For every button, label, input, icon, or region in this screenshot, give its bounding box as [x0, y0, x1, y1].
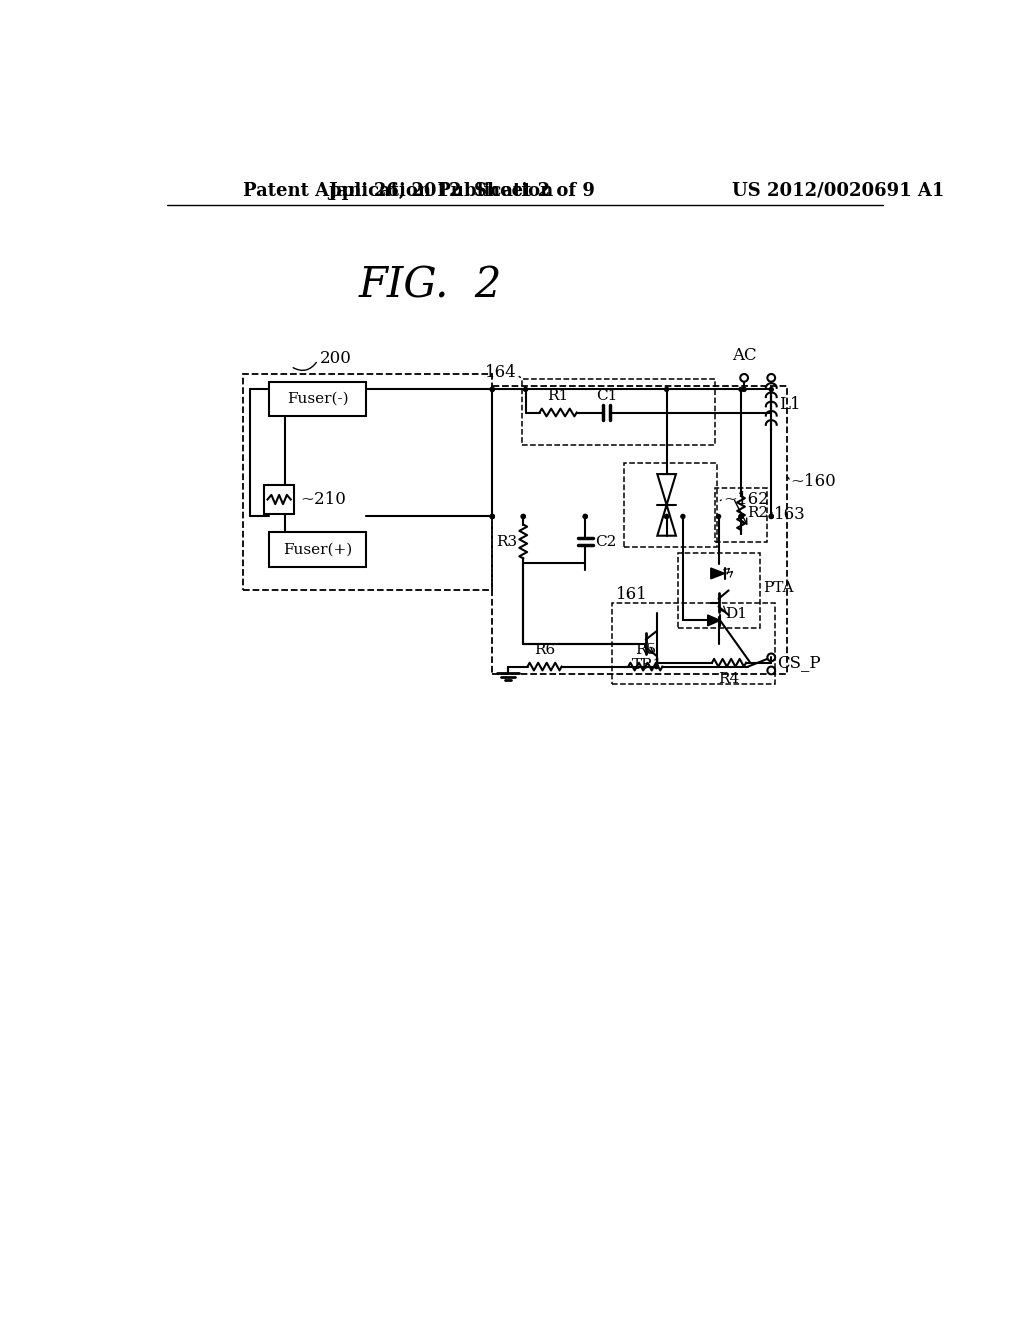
Text: TR1: TR1 — [632, 659, 663, 672]
Text: Fuser(-): Fuser(-) — [287, 392, 348, 407]
Circle shape — [680, 513, 686, 519]
Circle shape — [738, 513, 743, 519]
Bar — [243, 374, 493, 590]
Bar — [612, 603, 775, 684]
Text: R5: R5 — [635, 643, 656, 657]
Circle shape — [664, 513, 670, 519]
Circle shape — [654, 664, 659, 669]
Text: AC: AC — [732, 347, 757, 364]
Circle shape — [489, 387, 495, 392]
Circle shape — [489, 513, 495, 519]
Text: Fuser(+): Fuser(+) — [283, 543, 352, 556]
Text: R3: R3 — [496, 535, 517, 549]
Circle shape — [769, 387, 774, 392]
Circle shape — [489, 513, 495, 519]
Bar — [678, 553, 760, 628]
Circle shape — [664, 513, 670, 519]
Circle shape — [769, 513, 774, 519]
Bar — [269, 381, 366, 416]
Text: 200: 200 — [321, 350, 352, 367]
Circle shape — [738, 513, 743, 519]
Circle shape — [769, 513, 774, 519]
Circle shape — [523, 387, 528, 392]
Circle shape — [489, 513, 495, 519]
Bar — [264, 484, 294, 515]
Text: 163: 163 — [773, 507, 805, 524]
Circle shape — [520, 513, 526, 519]
Text: R1: R1 — [548, 389, 568, 404]
Text: ~162: ~162 — [723, 491, 769, 508]
Text: ~160: ~160 — [791, 474, 837, 490]
Text: R4: R4 — [719, 672, 739, 686]
Polygon shape — [711, 568, 725, 579]
Circle shape — [520, 513, 526, 519]
Bar — [715, 488, 767, 543]
Circle shape — [583, 513, 588, 519]
Text: D1: D1 — [725, 607, 746, 622]
Text: 161: 161 — [616, 586, 648, 603]
Circle shape — [767, 374, 775, 381]
Polygon shape — [708, 615, 720, 626]
Text: 164: 164 — [485, 364, 517, 381]
Circle shape — [741, 387, 746, 392]
Circle shape — [716, 513, 721, 519]
Text: R2: R2 — [748, 507, 768, 520]
Circle shape — [767, 667, 775, 675]
Bar — [521, 379, 716, 445]
Text: US 2012/0020691 A1: US 2012/0020691 A1 — [732, 182, 945, 199]
Circle shape — [740, 374, 748, 381]
Text: PTA: PTA — [764, 581, 794, 595]
Circle shape — [583, 513, 588, 519]
Text: C2: C2 — [595, 535, 616, 549]
Text: C1: C1 — [596, 389, 617, 404]
Bar — [493, 385, 786, 675]
Text: ~210: ~210 — [300, 491, 346, 508]
Bar — [624, 462, 717, 548]
Text: Jan. 26, 2012  Sheet 2 of 9: Jan. 26, 2012 Sheet 2 of 9 — [328, 182, 595, 199]
Text: Patent Application Publication: Patent Application Publication — [243, 182, 553, 199]
Text: FIG.  2: FIG. 2 — [358, 264, 502, 306]
Bar — [269, 532, 366, 566]
Text: CS_P: CS_P — [777, 655, 821, 672]
Text: L1: L1 — [779, 396, 801, 413]
Circle shape — [767, 653, 775, 661]
Circle shape — [489, 387, 495, 392]
Text: R6: R6 — [534, 643, 555, 657]
Circle shape — [738, 387, 743, 392]
Circle shape — [664, 387, 670, 392]
